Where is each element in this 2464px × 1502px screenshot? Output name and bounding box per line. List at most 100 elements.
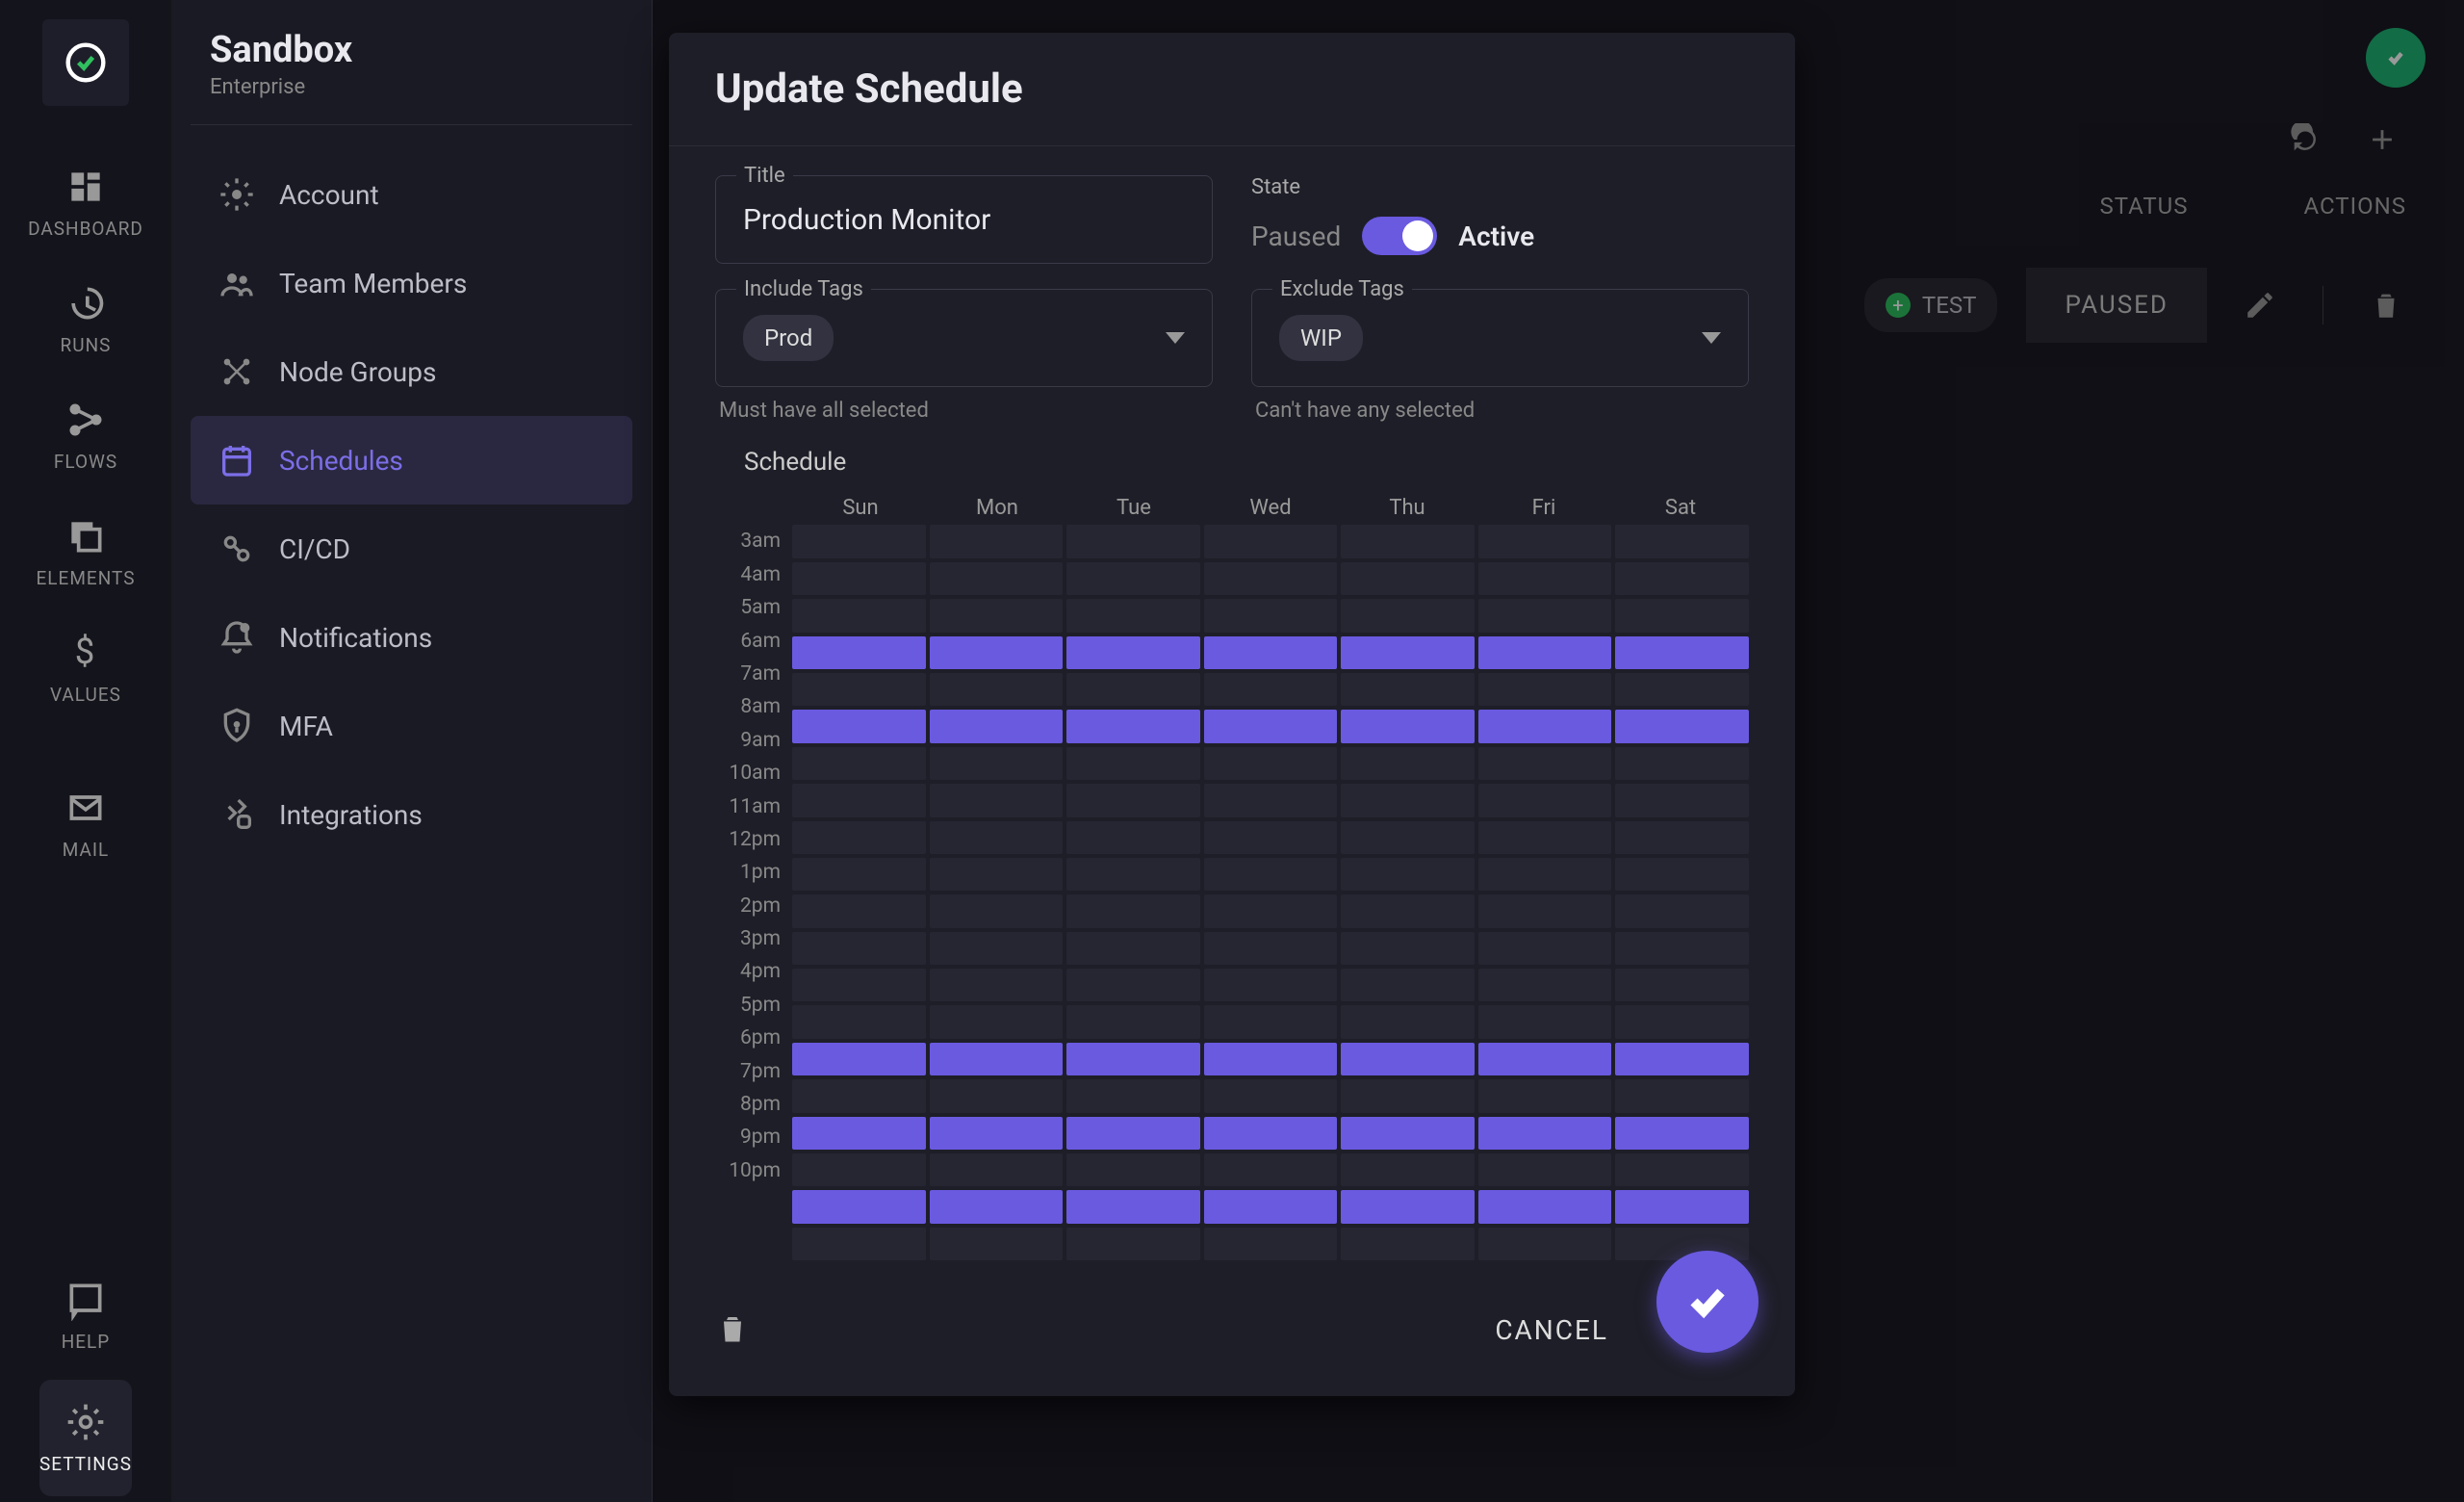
schedule-cell[interactable] — [792, 599, 926, 632]
schedule-cell[interactable] — [930, 1190, 1064, 1223]
schedule-cell[interactable] — [792, 894, 926, 927]
schedule-cell[interactable] — [792, 1228, 926, 1260]
schedule-cell[interactable] — [1204, 1043, 1338, 1075]
title-input[interactable] — [743, 203, 1185, 237]
schedule-cell[interactable] — [1066, 1005, 1200, 1038]
schedule-cell[interactable] — [1066, 969, 1200, 1001]
schedule-cell[interactable] — [1478, 1153, 1612, 1186]
schedule-cell[interactable] — [1204, 562, 1338, 595]
schedule-cell[interactable] — [1478, 1228, 1612, 1260]
sidenav-notifications[interactable]: Notifications — [191, 593, 632, 682]
schedule-cell[interactable] — [792, 747, 926, 780]
schedule-cell[interactable] — [1204, 1005, 1338, 1038]
schedule-cell[interactable] — [930, 710, 1064, 742]
schedule-cell[interactable] — [1066, 599, 1200, 632]
rail-runs[interactable]: RUNS — [28, 261, 143, 377]
sidenav-cicd[interactable]: CI/CD — [191, 505, 632, 593]
schedule-cell[interactable] — [1478, 969, 1612, 1001]
schedule-cell[interactable] — [1478, 1117, 1612, 1150]
state-toggle[interactable] — [1362, 217, 1437, 255]
schedule-cell[interactable] — [1204, 821, 1338, 854]
schedule-cell[interactable] — [792, 525, 926, 557]
schedule-cell[interactable] — [930, 747, 1064, 780]
rail-flows[interactable]: FLOWS — [28, 377, 143, 494]
schedule-cell[interactable] — [1341, 636, 1475, 669]
schedule-cell[interactable] — [1066, 1153, 1200, 1186]
schedule-cell[interactable] — [792, 1079, 926, 1112]
schedule-cell[interactable] — [1615, 599, 1749, 632]
schedule-cell[interactable] — [1615, 858, 1749, 891]
schedule-cell[interactable] — [1066, 1043, 1200, 1075]
schedule-cell[interactable] — [1478, 1190, 1612, 1223]
schedule-cell[interactable] — [930, 1005, 1064, 1038]
schedule-cell[interactable] — [1341, 858, 1475, 891]
schedule-cell[interactable] — [1341, 1153, 1475, 1186]
schedule-cell[interactable] — [930, 673, 1064, 706]
schedule-cell[interactable] — [1204, 636, 1338, 669]
schedule-cell[interactable] — [1204, 710, 1338, 742]
schedule-cell[interactable] — [1341, 1190, 1475, 1223]
rail-mail[interactable]: MAIL — [28, 765, 143, 882]
sidenav-team-members[interactable]: Team Members — [191, 239, 632, 327]
schedule-cell[interactable] — [1478, 599, 1612, 632]
schedule-cell[interactable] — [1615, 894, 1749, 927]
schedule-cell[interactable] — [792, 1153, 926, 1186]
schedule-cell[interactable] — [1615, 1079, 1749, 1112]
schedule-cell[interactable] — [1204, 1153, 1338, 1186]
schedule-cell[interactable] — [1204, 747, 1338, 780]
sidenav-schedules[interactable]: Schedules — [191, 416, 632, 505]
schedule-cell[interactable] — [1341, 932, 1475, 965]
schedule-cell[interactable] — [1478, 747, 1612, 780]
schedule-cell[interactable] — [930, 525, 1064, 557]
schedule-cell[interactable] — [930, 858, 1064, 891]
schedule-cell[interactable] — [1204, 599, 1338, 632]
schedule-cell[interactable] — [1066, 932, 1200, 965]
schedule-cell[interactable] — [1478, 525, 1612, 557]
sidenav-account[interactable]: Account — [191, 150, 632, 239]
rail-dashboard[interactable]: DASHBOARD — [28, 144, 143, 261]
schedule-cell[interactable] — [1478, 636, 1612, 669]
schedule-cell[interactable] — [792, 969, 926, 1001]
schedule-cell[interactable] — [1615, 710, 1749, 742]
schedule-cell[interactable] — [1478, 821, 1612, 854]
schedule-cell[interactable] — [1066, 1190, 1200, 1223]
schedule-cell[interactable] — [1341, 747, 1475, 780]
schedule-cell[interactable] — [1478, 894, 1612, 927]
sidenav-mfa[interactable]: MFA — [191, 682, 632, 770]
rail-elements[interactable]: ELEMENTS — [28, 494, 143, 610]
sidenav-node-groups[interactable]: Node Groups — [191, 327, 632, 416]
schedule-cell[interactable] — [1478, 710, 1612, 742]
schedule-cell[interactable] — [792, 1043, 926, 1075]
schedule-cell[interactable] — [792, 1117, 926, 1150]
schedule-cell[interactable] — [1204, 525, 1338, 557]
rail-values[interactable]: $ VALUES — [28, 610, 143, 727]
schedule-cell[interactable] — [1615, 784, 1749, 816]
confirm-button[interactable] — [1656, 1251, 1758, 1353]
rail-help[interactable]: HELP — [34, 1257, 138, 1374]
schedule-cell[interactable] — [1478, 858, 1612, 891]
schedule-cell[interactable] — [930, 1228, 1064, 1260]
schedule-cell[interactable] — [1066, 673, 1200, 706]
schedule-cell[interactable] — [1066, 1079, 1200, 1112]
include-tags-select[interactable]: Prod — [715, 289, 1213, 387]
schedule-cell[interactable] — [1341, 525, 1475, 557]
schedule-cell[interactable] — [1204, 932, 1338, 965]
schedule-cell[interactable] — [1204, 894, 1338, 927]
schedule-cell[interactable] — [1615, 636, 1749, 669]
schedule-cell[interactable] — [792, 1190, 926, 1223]
schedule-cell[interactable] — [1204, 969, 1338, 1001]
cancel-button[interactable]: CANCEL — [1466, 1297, 1637, 1363]
schedule-cell[interactable] — [1341, 1228, 1475, 1260]
schedule-cell[interactable] — [1615, 1005, 1749, 1038]
schedule-cell[interactable] — [1615, 562, 1749, 595]
schedule-cell[interactable] — [1066, 525, 1200, 557]
schedule-cell[interactable] — [792, 784, 926, 816]
schedule-cell[interactable] — [1341, 784, 1475, 816]
schedule-cell[interactable] — [1615, 932, 1749, 965]
schedule-cell[interactable] — [930, 599, 1064, 632]
schedule-cell[interactable] — [1615, 1117, 1749, 1150]
schedule-cell[interactable] — [930, 1043, 1064, 1075]
schedule-cell[interactable] — [930, 784, 1064, 816]
schedule-cell[interactable] — [1066, 562, 1200, 595]
schedule-cell[interactable] — [1204, 1117, 1338, 1150]
